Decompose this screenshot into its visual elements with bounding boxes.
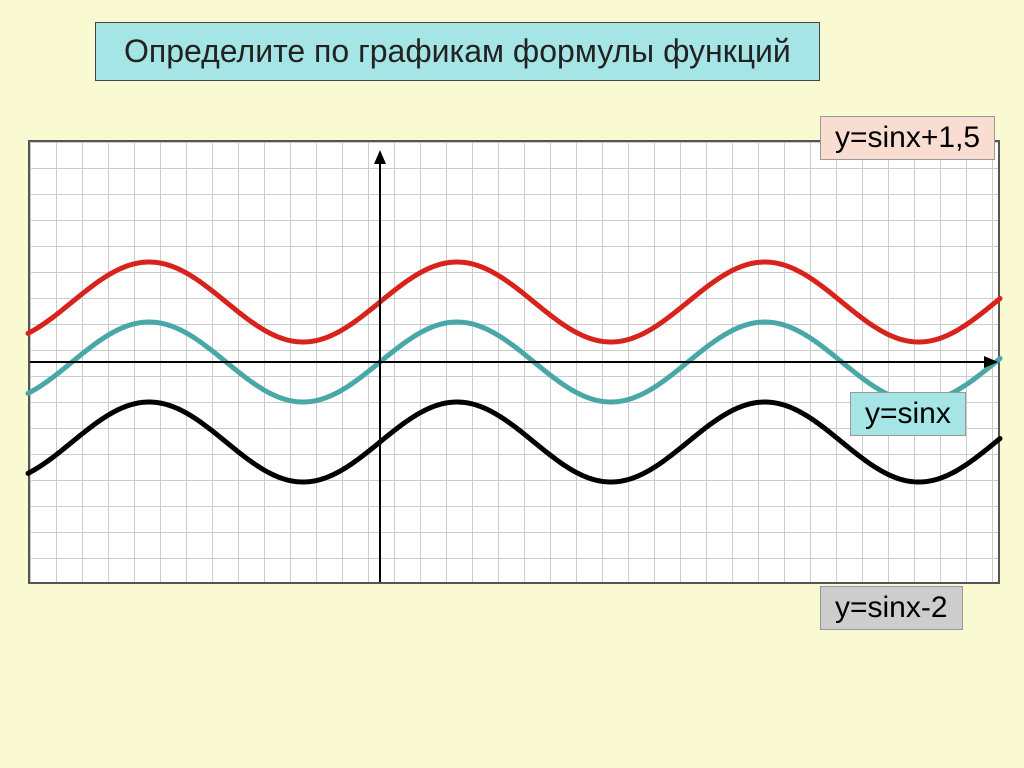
y-axis [379, 160, 381, 582]
x-axis [30, 361, 988, 363]
formula-label-mid: y=sinx [850, 392, 966, 436]
x-axis-arrow-icon [984, 356, 998, 368]
formula-label-top: y=sinx+1,5 [820, 116, 995, 160]
sine-chart [28, 140, 1000, 584]
slide-page: Определите по графикам формулы функций y… [0, 0, 1024, 768]
curve-red [28, 262, 1000, 342]
page-title: Определите по графикам формулы функций [95, 22, 820, 81]
formula-label-bot: y=sinx-2 [820, 586, 963, 630]
y-axis-arrow-icon [374, 150, 386, 164]
